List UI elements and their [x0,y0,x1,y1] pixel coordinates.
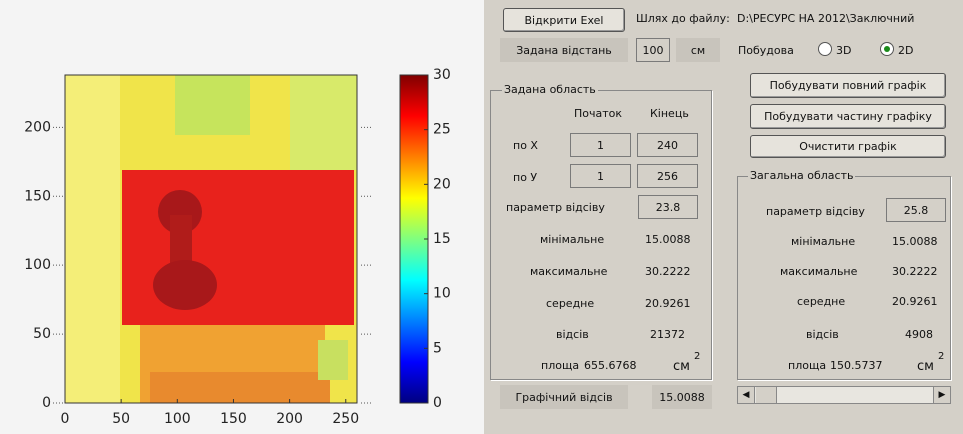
y-tick-label: 0 [42,395,51,411]
x-tick-label: 250 [332,411,359,427]
total-min-label: мінімальне [791,236,855,247]
y-start-input[interactable]: 1 [570,164,631,188]
colorbar-tick-label: 25 [433,122,451,138]
radio-2d-label: 2D [898,45,913,56]
max-value: 30.2222 [645,266,691,277]
total-count-value: 4908 [905,329,933,340]
total-max-label: максимальне [780,266,857,277]
colorbar-tick-label: 0 [433,395,442,411]
area-power: 2 [694,352,700,362]
y-end-input[interactable]: 256 [637,164,698,188]
mean-label: середне [546,298,594,309]
open-button[interactable]: Відкрити Exel [503,8,625,32]
path-text: D:\РЕСУРС НА 2012\Заключний [737,13,914,24]
area-label: площа [541,360,579,371]
y-tick-label: 150 [24,188,51,204]
colorbar-tick-label: 10 [433,286,451,302]
start-label: Початок [574,108,622,119]
radio-dot [884,46,890,52]
scroll-left[interactable]: ◀ [738,387,755,403]
colorbar-tick-label: 30 [433,67,451,83]
colorbar-tick-label: 20 [433,176,451,192]
y-tick-label: 50 [33,326,51,342]
x-end-input[interactable]: 240 [637,133,698,157]
x-tick-label: 50 [112,411,130,427]
heatmap [65,75,357,403]
x-label: по Х [513,140,538,151]
radio-3d-label: 3D [836,45,851,56]
area-unit: см [673,360,690,373]
radio-2d[interactable] [880,42,894,56]
distance-unit: см [676,38,720,62]
total-area-power: 2 [938,352,944,362]
app-window: 050100150200250050100150200051015202530 … [0,0,963,434]
distance-label: Задана відстань [500,38,628,62]
total-mean-value: 20.9261 [892,296,938,307]
total-title: Загальна область [748,170,855,181]
area-value: 655.6768 [584,360,637,371]
count-value: 21372 [650,329,685,340]
min-label: мінімальне [540,234,604,245]
y-tick-label: 100 [24,257,51,273]
colorbar [400,75,428,403]
region-title: Задана область [502,84,598,95]
clear-button[interactable]: Очистити графік [750,135,946,158]
threshold-input[interactable]: 23.8 [638,195,698,219]
colorbar-tick-label: 15 [433,231,451,247]
distance-input[interactable]: 100 [636,38,670,62]
radio-3d[interactable] [818,42,832,56]
total-count-label: відсів [806,329,839,340]
mean-value: 20.9261 [645,298,691,309]
part-plot-button[interactable]: Побудувати частину графіку [750,104,946,129]
end-label: Кінець [650,108,689,119]
total-max-value: 30.2222 [892,266,938,277]
full-plot-button[interactable]: Побудувати повний графік [750,73,946,98]
total-area-unit: см [917,360,934,373]
x-tick-label: 100 [164,411,191,427]
graphic-label: Графічний відсів [500,385,628,409]
threshold-label: параметр відсіву [506,202,605,213]
scroll-right[interactable]: ▶ [933,387,950,403]
scroll-thumb[interactable] [756,387,777,403]
plot-area: 0 50 100 150 200 250 0 50 100 150 200 0 5 10 15 20 25 30 [0,0,484,434]
build-label: Побудова [738,45,794,56]
total-area-label: площа [788,360,826,371]
total-threshold-input[interactable]: 25.8 [886,198,946,222]
y-label: по У [513,172,537,183]
scrollbar[interactable]: ◀ ▶ [737,386,951,404]
x-tick-label: 200 [276,411,303,427]
total-mean-label: середне [797,296,845,307]
x-start-input[interactable]: 1 [570,133,631,157]
min-value: 15.0088 [645,234,691,245]
count-label: відсів [556,329,589,340]
colorbar-tick-label: 5 [433,340,442,356]
total-threshold-label: параметр відсіву [766,206,865,217]
path-label: Шлях до файлу: [636,13,730,24]
graphic-value: 15.0088 [652,385,712,409]
x-tick-label: 0 [61,411,70,427]
max-label: максимальне [530,266,607,277]
y-tick-label: 200 [24,119,51,135]
x-tick-label: 150 [220,411,247,427]
total-min-value: 15.0088 [892,236,938,247]
total-area-value: 150.5737 [830,360,883,371]
